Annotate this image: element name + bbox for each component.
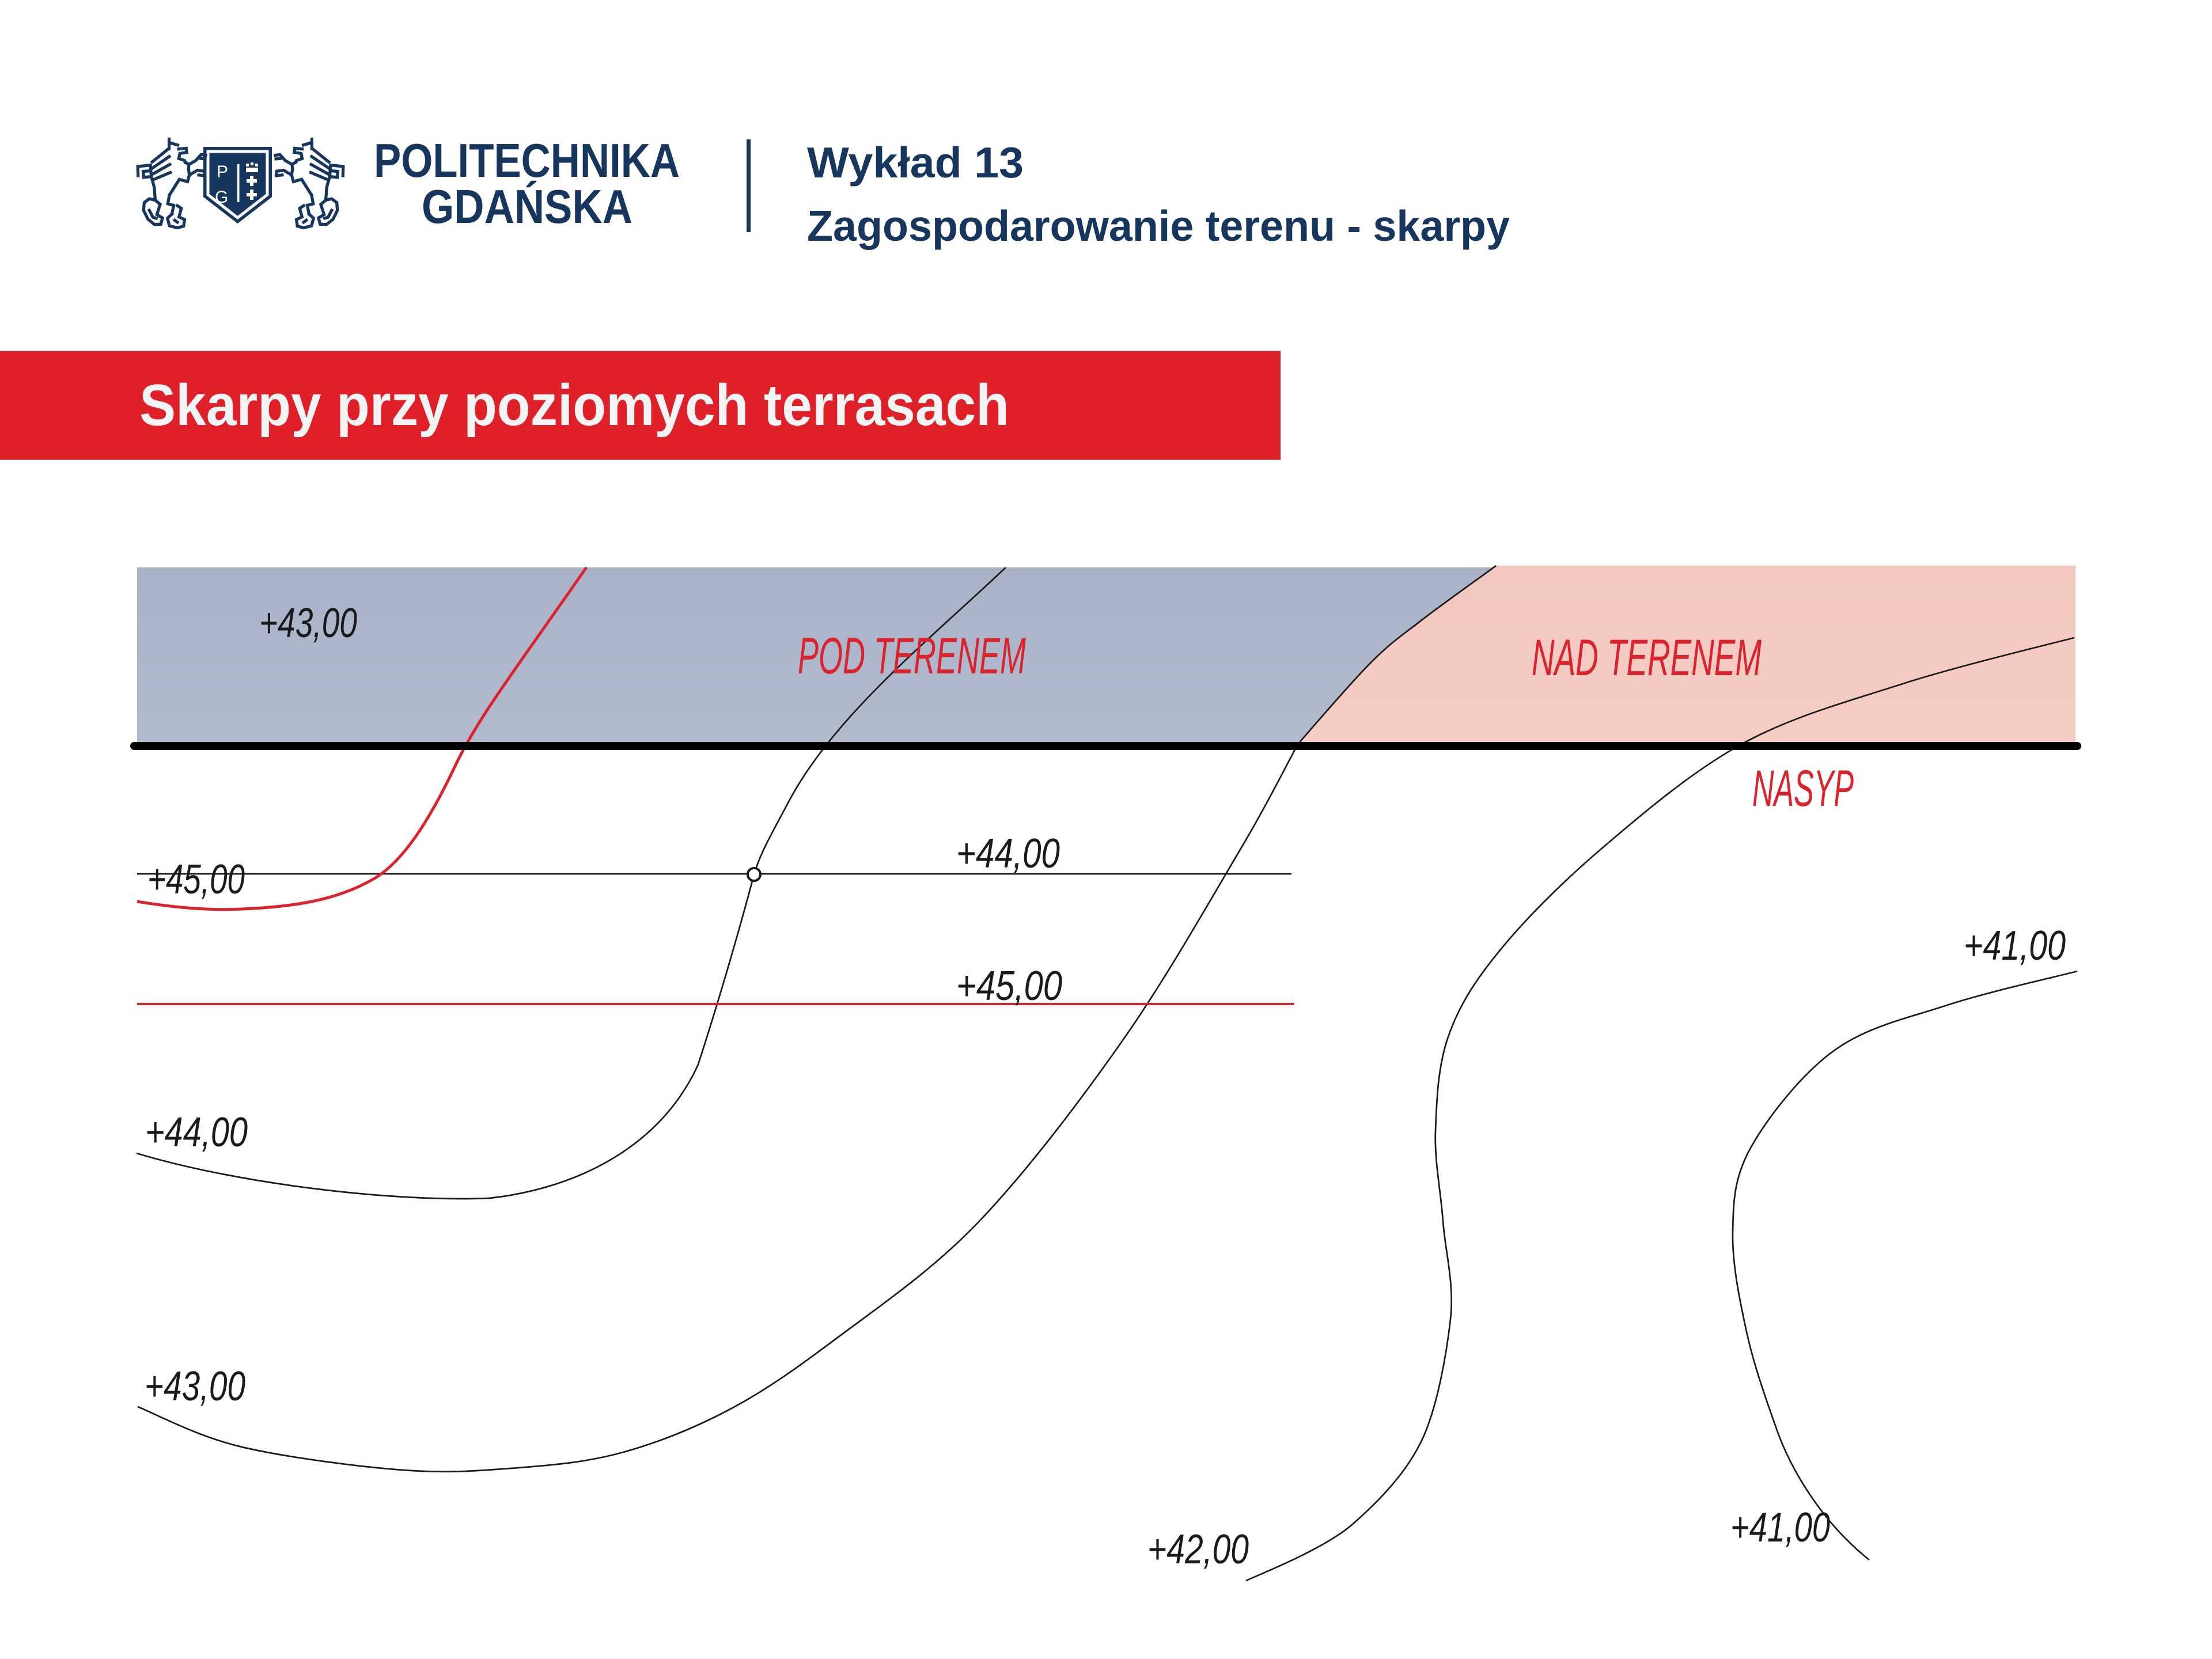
- svg-text:+43,00: +43,00: [259, 600, 357, 646]
- svg-text:+41,00: +41,00: [1730, 1505, 1830, 1551]
- svg-text:+43,00: +43,00: [145, 1363, 245, 1410]
- svg-text:+44,00: +44,00: [145, 1109, 248, 1156]
- svg-text:Wykład 13: Wykład 13: [807, 138, 1024, 187]
- svg-text:+45,00: +45,00: [147, 857, 245, 903]
- svg-text:+41,00: +41,00: [1964, 923, 2066, 969]
- svg-text:P: P: [217, 162, 228, 181]
- svg-text:POD TERENEM: POD TERENEM: [798, 627, 1027, 684]
- svg-text:+44,00: +44,00: [956, 831, 1060, 877]
- svg-text:NASYP: NASYP: [1752, 759, 1854, 817]
- svg-text:G: G: [215, 188, 228, 207]
- svg-text:Skarpy przy poziomych terrasac: Skarpy przy poziomych terrasach: [139, 373, 1009, 438]
- svg-text:+42,00: +42,00: [1147, 1527, 1249, 1573]
- svg-text:Zagospodarowanie terenu - skar: Zagospodarowanie terenu - skarpy: [807, 202, 1510, 250]
- svg-text:NAD TERENEM: NAD TERENEM: [1532, 628, 1762, 686]
- svg-text:POLITECHNIKA: POLITECHNIKA: [374, 134, 680, 187]
- svg-text:+45,00: +45,00: [956, 963, 1062, 1009]
- svg-text:GDAŃSKA: GDAŃSKA: [422, 180, 632, 233]
